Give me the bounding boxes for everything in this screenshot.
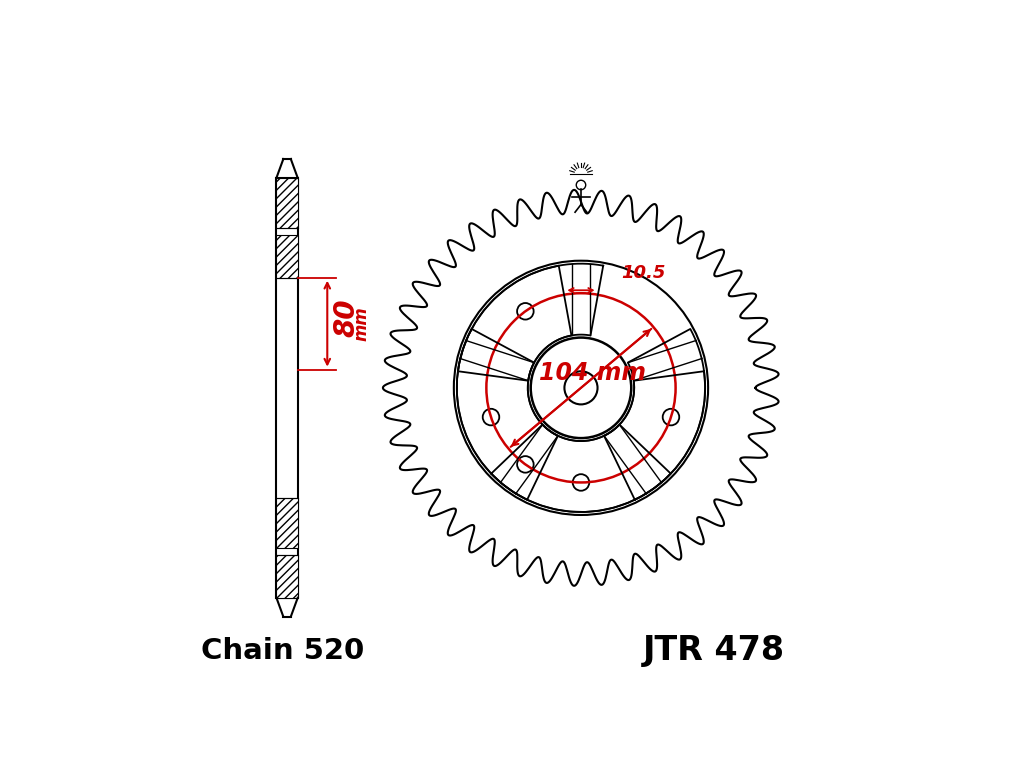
Text: JTR 478: JTR 478 bbox=[643, 634, 785, 667]
Bar bbox=[276, 178, 298, 228]
Text: Chain 520: Chain 520 bbox=[201, 637, 364, 665]
Bar bbox=[276, 555, 298, 598]
Bar bbox=[276, 498, 298, 548]
Text: mm: mm bbox=[352, 306, 370, 341]
Bar bbox=[276, 178, 298, 598]
Text: 104 mm: 104 mm bbox=[540, 361, 646, 385]
Bar bbox=[276, 235, 298, 278]
Text: 10.5: 10.5 bbox=[622, 263, 666, 282]
Text: 80: 80 bbox=[332, 299, 360, 337]
